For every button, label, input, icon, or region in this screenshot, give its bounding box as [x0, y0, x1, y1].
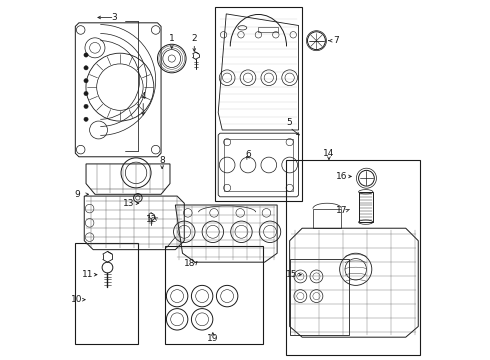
Text: 12: 12 — [147, 215, 158, 224]
Bar — [313, 208, 342, 228]
Bar — [165, 246, 263, 344]
Circle shape — [84, 104, 88, 109]
Text: 6: 6 — [245, 150, 251, 159]
Bar — [258, 27, 278, 32]
Text: 18: 18 — [184, 260, 196, 269]
Text: 13: 13 — [123, 199, 135, 208]
Text: 8: 8 — [159, 156, 165, 165]
Text: 2: 2 — [192, 35, 197, 44]
Text: 3: 3 — [112, 13, 118, 22]
Text: 19: 19 — [207, 334, 219, 343]
Text: 5: 5 — [287, 118, 293, 127]
Circle shape — [84, 66, 88, 70]
Bar — [290, 258, 348, 336]
Circle shape — [84, 117, 88, 121]
Circle shape — [84, 78, 88, 83]
Text: 14: 14 — [323, 149, 335, 158]
Circle shape — [84, 91, 88, 96]
Circle shape — [84, 53, 88, 57]
Text: 11: 11 — [82, 270, 94, 279]
Text: 9: 9 — [74, 190, 80, 199]
Text: 7: 7 — [333, 36, 339, 45]
Bar — [359, 192, 373, 222]
Text: 4: 4 — [140, 91, 146, 100]
Bar — [215, 7, 302, 202]
Bar — [75, 243, 138, 344]
Text: 16: 16 — [336, 172, 347, 181]
Text: 17: 17 — [336, 206, 347, 215]
Bar — [286, 160, 420, 355]
Text: 10: 10 — [71, 295, 82, 304]
Text: 1: 1 — [169, 35, 174, 44]
Text: 15: 15 — [286, 270, 297, 279]
